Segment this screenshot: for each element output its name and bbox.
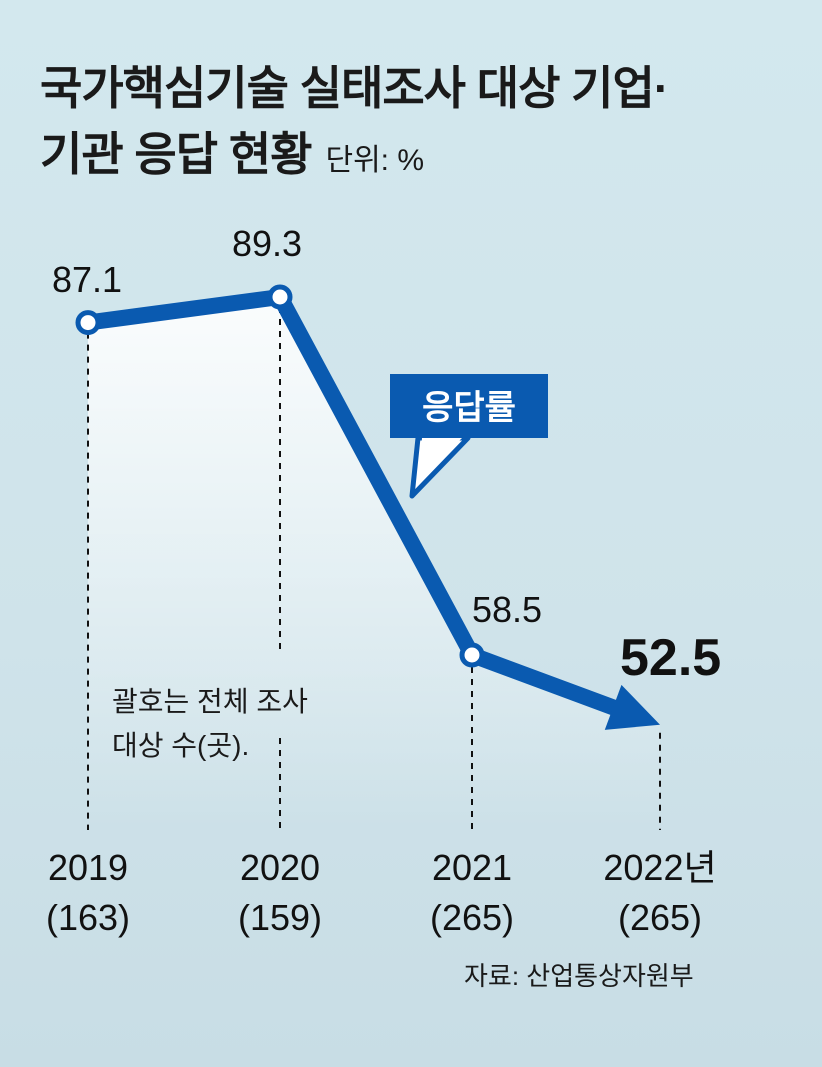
note: 괄호는 전체 조사 대상 수(곳).: [112, 680, 308, 768]
x-tick-label-0: 2019: [48, 847, 128, 888]
x-count-label-1: (159): [238, 897, 322, 938]
chart-title-line2: 기관 응답 현황 단위: %: [40, 118, 424, 184]
x-count-label-0: (163): [46, 897, 130, 938]
arrow-head-icon: [604, 684, 660, 730]
x-tick-label-1: 2020: [240, 847, 320, 888]
series-name-label: 응답률: [422, 389, 516, 427]
note-line1: 괄호는 전체 조사: [112, 686, 308, 717]
callout-tail-inner: [418, 438, 462, 482]
point-marker-2020: [267, 284, 293, 310]
source-label: 자료: 산업통상자원부: [464, 961, 694, 991]
note-line2: 대상 수(곳).: [112, 730, 250, 761]
series-line-final: [464, 647, 622, 716]
unit-label: 단위: %: [325, 144, 425, 177]
value-label-2021: 58.5: [472, 589, 542, 630]
chart-title-line1: 국가핵심기술 실태조사 대상 기업·: [40, 62, 669, 114]
area-fill: [88, 297, 660, 830]
chart-title-text: 기관 응답 현황: [40, 128, 312, 180]
x-count-label-3: (265): [618, 897, 702, 938]
point-marker-2021: [459, 642, 485, 668]
series-label-box: [390, 374, 548, 438]
x-tick-label-2: 2021: [432, 847, 512, 888]
x-tick-label-3: 2022년: [603, 847, 716, 888]
point-marker-2019: [75, 310, 101, 336]
value-label-2022년: 52.5: [620, 629, 721, 687]
x-count-label-2: (265): [430, 897, 514, 938]
value-label-2019: 87.1: [52, 259, 122, 300]
value-label-2020: 89.3: [232, 223, 302, 264]
